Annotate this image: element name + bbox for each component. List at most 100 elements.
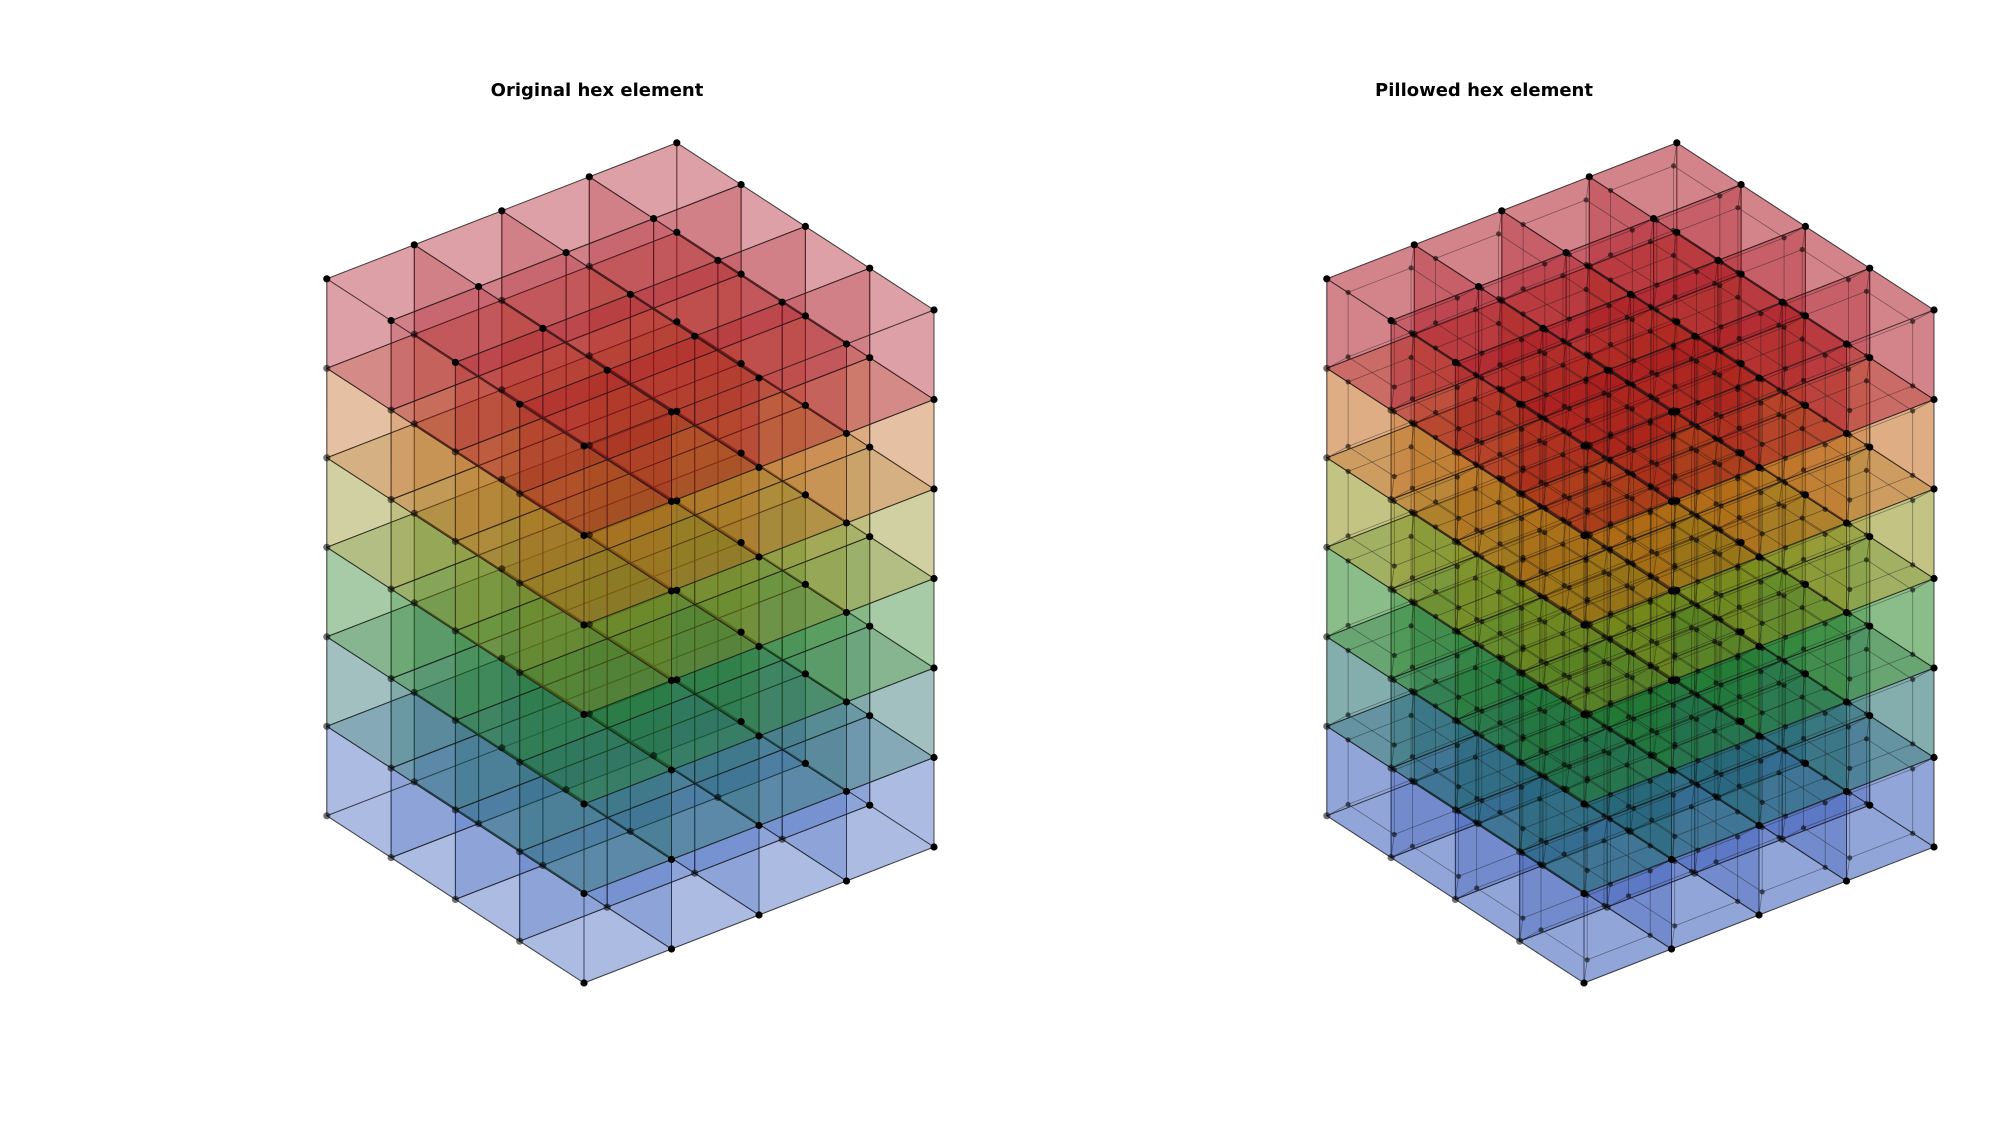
inner-node bbox=[1537, 527, 1543, 534]
mesh-node bbox=[1737, 270, 1745, 278]
inner-node bbox=[1759, 710, 1765, 716]
mesh-node bbox=[1673, 139, 1681, 147]
mesh-node bbox=[585, 531, 593, 539]
mesh-node bbox=[585, 262, 593, 270]
mesh-node bbox=[1387, 496, 1395, 504]
inner-node bbox=[1822, 352, 1828, 358]
mesh-node bbox=[580, 710, 588, 719]
inner-node bbox=[1624, 672, 1630, 679]
inner-node bbox=[1409, 754, 1415, 760]
inner-node bbox=[1672, 383, 1678, 389]
mesh-node bbox=[778, 298, 786, 306]
inner-node bbox=[1713, 411, 1719, 417]
pillow-cell-lines bbox=[1478, 252, 1631, 418]
inner-node bbox=[1561, 761, 1567, 768]
inner-node bbox=[1694, 512, 1700, 518]
inner-node bbox=[1672, 654, 1678, 661]
mesh-node bbox=[1410, 599, 1418, 607]
mesh-node bbox=[410, 688, 418, 696]
pillow-cell-lines bbox=[1694, 570, 1847, 737]
inner-node bbox=[1631, 358, 1637, 364]
inner-node bbox=[1822, 596, 1828, 602]
inner-node bbox=[1560, 516, 1566, 522]
inner-node bbox=[1537, 796, 1543, 802]
inner-node bbox=[1519, 516, 1525, 522]
inner-node bbox=[1624, 583, 1630, 589]
inner-node bbox=[1542, 683, 1548, 690]
mesh-node bbox=[410, 599, 418, 607]
pillow-cell-lines bbox=[1781, 626, 1935, 792]
inner-node bbox=[1456, 605, 1462, 611]
inner-node bbox=[1735, 744, 1741, 751]
mesh-node bbox=[1603, 366, 1611, 374]
inner-node bbox=[1631, 626, 1637, 632]
inner-node bbox=[1776, 680, 1782, 686]
inner-node bbox=[1454, 563, 1460, 570]
inner-node bbox=[1520, 468, 1526, 474]
mesh-node bbox=[585, 441, 593, 449]
mesh-node bbox=[1323, 722, 1331, 730]
mesh-node bbox=[1667, 497, 1676, 506]
mesh-node bbox=[1842, 698, 1851, 706]
inner-node bbox=[1647, 843, 1653, 849]
inner-node bbox=[1910, 587, 1916, 593]
inner-node bbox=[1845, 545, 1851, 551]
inner-node bbox=[1717, 615, 1723, 622]
mesh-node bbox=[1323, 275, 1331, 283]
inner-node bbox=[1561, 672, 1567, 678]
mesh-node bbox=[323, 722, 331, 730]
mesh-node bbox=[1930, 843, 1938, 851]
pillow-cell-lines bbox=[1717, 494, 1870, 661]
inner-node bbox=[1456, 426, 1462, 432]
inner-node bbox=[1776, 566, 1782, 572]
inner-node bbox=[1537, 502, 1543, 509]
mesh-node bbox=[673, 139, 681, 147]
mesh-node bbox=[387, 317, 395, 325]
inner-node bbox=[1606, 546, 1612, 552]
inner-node bbox=[1735, 294, 1741, 300]
inner-node bbox=[1583, 737, 1589, 743]
mesh-node bbox=[387, 854, 395, 862]
mesh-node bbox=[691, 332, 699, 340]
pillow-cell-lines bbox=[1519, 370, 1672, 536]
mesh-node bbox=[866, 443, 874, 451]
inner-node bbox=[1647, 485, 1653, 491]
inner-node bbox=[1408, 623, 1414, 629]
pillow-cell-lines bbox=[1478, 700, 1631, 866]
inner-node bbox=[1863, 378, 1870, 384]
pillow-cell-lines bbox=[1589, 500, 1742, 667]
inner-node bbox=[1624, 468, 1630, 475]
inner-node bbox=[1758, 758, 1764, 764]
inner-node bbox=[1583, 286, 1589, 292]
inner-node bbox=[1717, 282, 1723, 289]
mesh-node bbox=[930, 753, 938, 762]
mesh-node bbox=[1691, 332, 1699, 340]
inner-node bbox=[1345, 737, 1351, 743]
mesh-node bbox=[1755, 642, 1763, 651]
inner-node bbox=[1474, 795, 1480, 802]
inner-node bbox=[1601, 544, 1607, 550]
inner-node bbox=[1408, 265, 1414, 271]
inner-node bbox=[1474, 706, 1480, 712]
inner-node bbox=[1601, 569, 1607, 575]
pillow-cell-lines bbox=[1478, 431, 1631, 597]
inner-node bbox=[1654, 282, 1660, 288]
inner-node bbox=[1736, 783, 1742, 789]
pillow-cell-lines bbox=[1326, 513, 1479, 679]
inner-node bbox=[1479, 554, 1485, 560]
inner-node bbox=[1822, 506, 1828, 512]
inner-node bbox=[1519, 426, 1525, 432]
inner-node bbox=[1670, 613, 1676, 619]
inner-node bbox=[1670, 434, 1676, 440]
inner-node bbox=[1631, 805, 1637, 811]
inner-node bbox=[1845, 366, 1851, 372]
inner-node bbox=[1845, 456, 1851, 462]
pillow-cell-lines bbox=[1326, 602, 1479, 769]
mesh-node bbox=[1585, 710, 1593, 718]
inner-node bbox=[1781, 389, 1787, 395]
mesh-node bbox=[842, 519, 851, 527]
inner-node bbox=[1472, 729, 1478, 735]
mesh-node bbox=[387, 675, 395, 683]
inner-node bbox=[1520, 915, 1526, 921]
pillow-cell-lines bbox=[1455, 596, 1608, 763]
